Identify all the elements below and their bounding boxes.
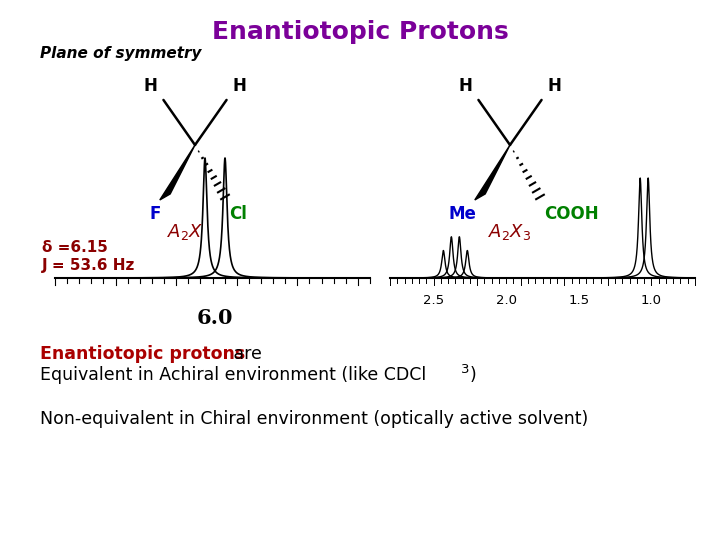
Text: H: H bbox=[459, 77, 472, 95]
Text: Plane of symmetry: Plane of symmetry bbox=[40, 46, 202, 61]
Text: 6.0: 6.0 bbox=[197, 308, 233, 328]
Text: Me: Me bbox=[448, 205, 476, 223]
Text: 1.5: 1.5 bbox=[568, 294, 590, 307]
Polygon shape bbox=[474, 145, 510, 200]
Polygon shape bbox=[160, 145, 195, 200]
Text: $A_2X_3$: $A_2X_3$ bbox=[488, 222, 531, 242]
Text: δ =6.15: δ =6.15 bbox=[42, 240, 108, 255]
Text: J = 53.6 Hz: J = 53.6 Hz bbox=[42, 258, 135, 273]
Text: H: H bbox=[547, 77, 562, 95]
Text: Equivalent in Achiral environment (like CDCl: Equivalent in Achiral environment (like … bbox=[40, 366, 426, 384]
Text: Non-equivalent in Chiral environment (optically active solvent): Non-equivalent in Chiral environment (op… bbox=[40, 410, 588, 428]
Text: are: are bbox=[228, 345, 262, 363]
Text: $A_2X$: $A_2X$ bbox=[167, 222, 203, 242]
Text: 2.0: 2.0 bbox=[495, 294, 517, 307]
Text: H: H bbox=[233, 77, 246, 95]
Text: 1.0: 1.0 bbox=[641, 294, 662, 307]
Text: Cl: Cl bbox=[229, 205, 247, 223]
Text: 2.5: 2.5 bbox=[423, 294, 444, 307]
Text: COOH: COOH bbox=[544, 205, 598, 223]
Text: Enantiotopic protons: Enantiotopic protons bbox=[40, 345, 246, 363]
Text: 3: 3 bbox=[461, 363, 469, 376]
Text: Enantiotopic Protons: Enantiotopic Protons bbox=[212, 20, 508, 44]
Text: F: F bbox=[150, 205, 161, 223]
Text: H: H bbox=[143, 77, 158, 95]
Text: ): ) bbox=[470, 366, 477, 384]
